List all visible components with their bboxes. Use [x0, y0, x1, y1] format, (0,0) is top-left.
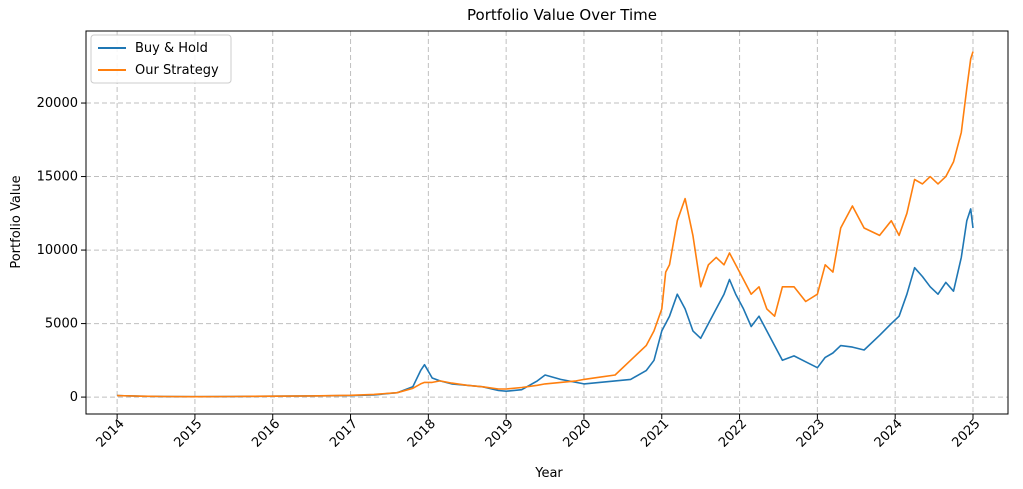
legend: Buy & Hold Our Strategy [90, 34, 232, 84]
series-line-buy-hold [117, 208, 974, 398]
x-tick-label: 2014 [94, 417, 128, 451]
x-tick-label: 2021 [638, 417, 672, 451]
legend-label-buy-hold: Buy & Hold [135, 41, 208, 56]
legend-label-our-strategy: Our Strategy [135, 63, 219, 78]
y-tick-label: 0 [70, 390, 78, 405]
x-axis-ticks: 2014 2015 2016 2017 2018 2019 2020 2021 2022 2023… [94, 414, 984, 451]
y-tick-label: 15000 [37, 170, 78, 185]
x-tick-label: 2024 [872, 417, 906, 451]
x-tick-label: 2016 [249, 417, 283, 451]
x-tick-label: 2018 [405, 417, 439, 451]
x-tick-label: 2025 [950, 417, 984, 451]
y-tick-label: 20000 [37, 96, 78, 111]
x-tick-label: 2017 [327, 417, 361, 451]
y-tick-label: 5000 [45, 317, 78, 332]
x-tick-label: 2022 [716, 417, 750, 451]
x-tick-label: 2020 [560, 417, 594, 451]
x-tick-label: 2023 [794, 417, 828, 451]
y-axis-label: Portfolio Value [9, 175, 24, 268]
series-layer [117, 51, 974, 398]
y-axis-ticks: 0 5000 10000 15000 20000 [37, 96, 86, 405]
grid [86, 31, 1008, 414]
plot-frame [85, 30, 1009, 415]
series-line-our-strategy [117, 51, 974, 398]
x-axis-label: Year [534, 466, 563, 481]
x-tick-label: 2019 [483, 417, 517, 451]
x-tick-label: 2015 [171, 417, 205, 451]
y-tick-label: 10000 [37, 243, 78, 258]
chart-title: Portfolio Value Over Time [467, 6, 657, 24]
